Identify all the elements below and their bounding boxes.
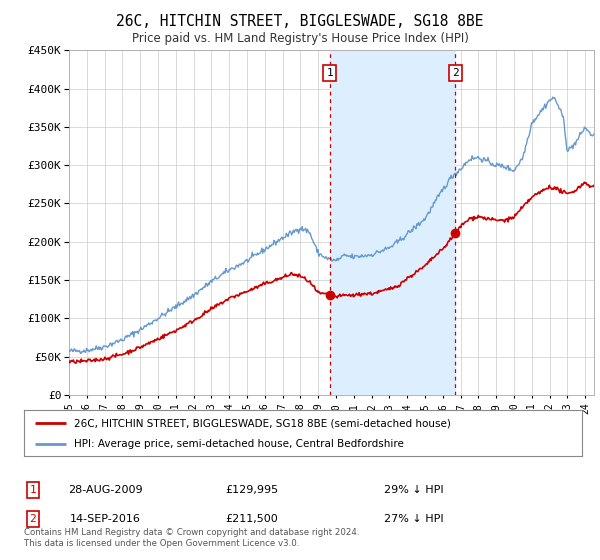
Text: 29% ↓ HPI: 29% ↓ HPI bbox=[384, 485, 443, 495]
Text: 27% ↓ HPI: 27% ↓ HPI bbox=[384, 514, 443, 524]
Text: 2: 2 bbox=[29, 514, 37, 524]
Text: HPI: Average price, semi-detached house, Central Bedfordshire: HPI: Average price, semi-detached house,… bbox=[74, 438, 404, 449]
Text: 28-AUG-2009: 28-AUG-2009 bbox=[68, 485, 142, 495]
Bar bbox=[330, 50, 455, 395]
Text: 26C, HITCHIN STREET, BIGGLESWADE, SG18 8BE: 26C, HITCHIN STREET, BIGGLESWADE, SG18 8… bbox=[116, 14, 484, 29]
Text: £211,500: £211,500 bbox=[226, 514, 278, 524]
Text: 2: 2 bbox=[452, 68, 458, 78]
Text: 1: 1 bbox=[29, 485, 37, 495]
Text: Contains HM Land Registry data © Crown copyright and database right 2024.
This d: Contains HM Land Registry data © Crown c… bbox=[24, 528, 359, 548]
Text: 1: 1 bbox=[326, 68, 333, 78]
Text: 26C, HITCHIN STREET, BIGGLESWADE, SG18 8BE (semi-detached house): 26C, HITCHIN STREET, BIGGLESWADE, SG18 8… bbox=[74, 418, 451, 428]
Text: Price paid vs. HM Land Registry's House Price Index (HPI): Price paid vs. HM Land Registry's House … bbox=[131, 32, 469, 45]
Text: £129,995: £129,995 bbox=[226, 485, 278, 495]
Text: 14-SEP-2016: 14-SEP-2016 bbox=[70, 514, 140, 524]
